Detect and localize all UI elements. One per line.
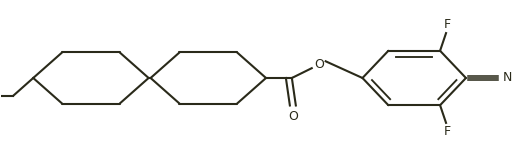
Text: F: F — [444, 125, 450, 138]
Text: F: F — [444, 18, 450, 31]
Text: O: O — [314, 58, 324, 71]
Text: N: N — [503, 71, 513, 84]
Text: O: O — [288, 110, 298, 123]
